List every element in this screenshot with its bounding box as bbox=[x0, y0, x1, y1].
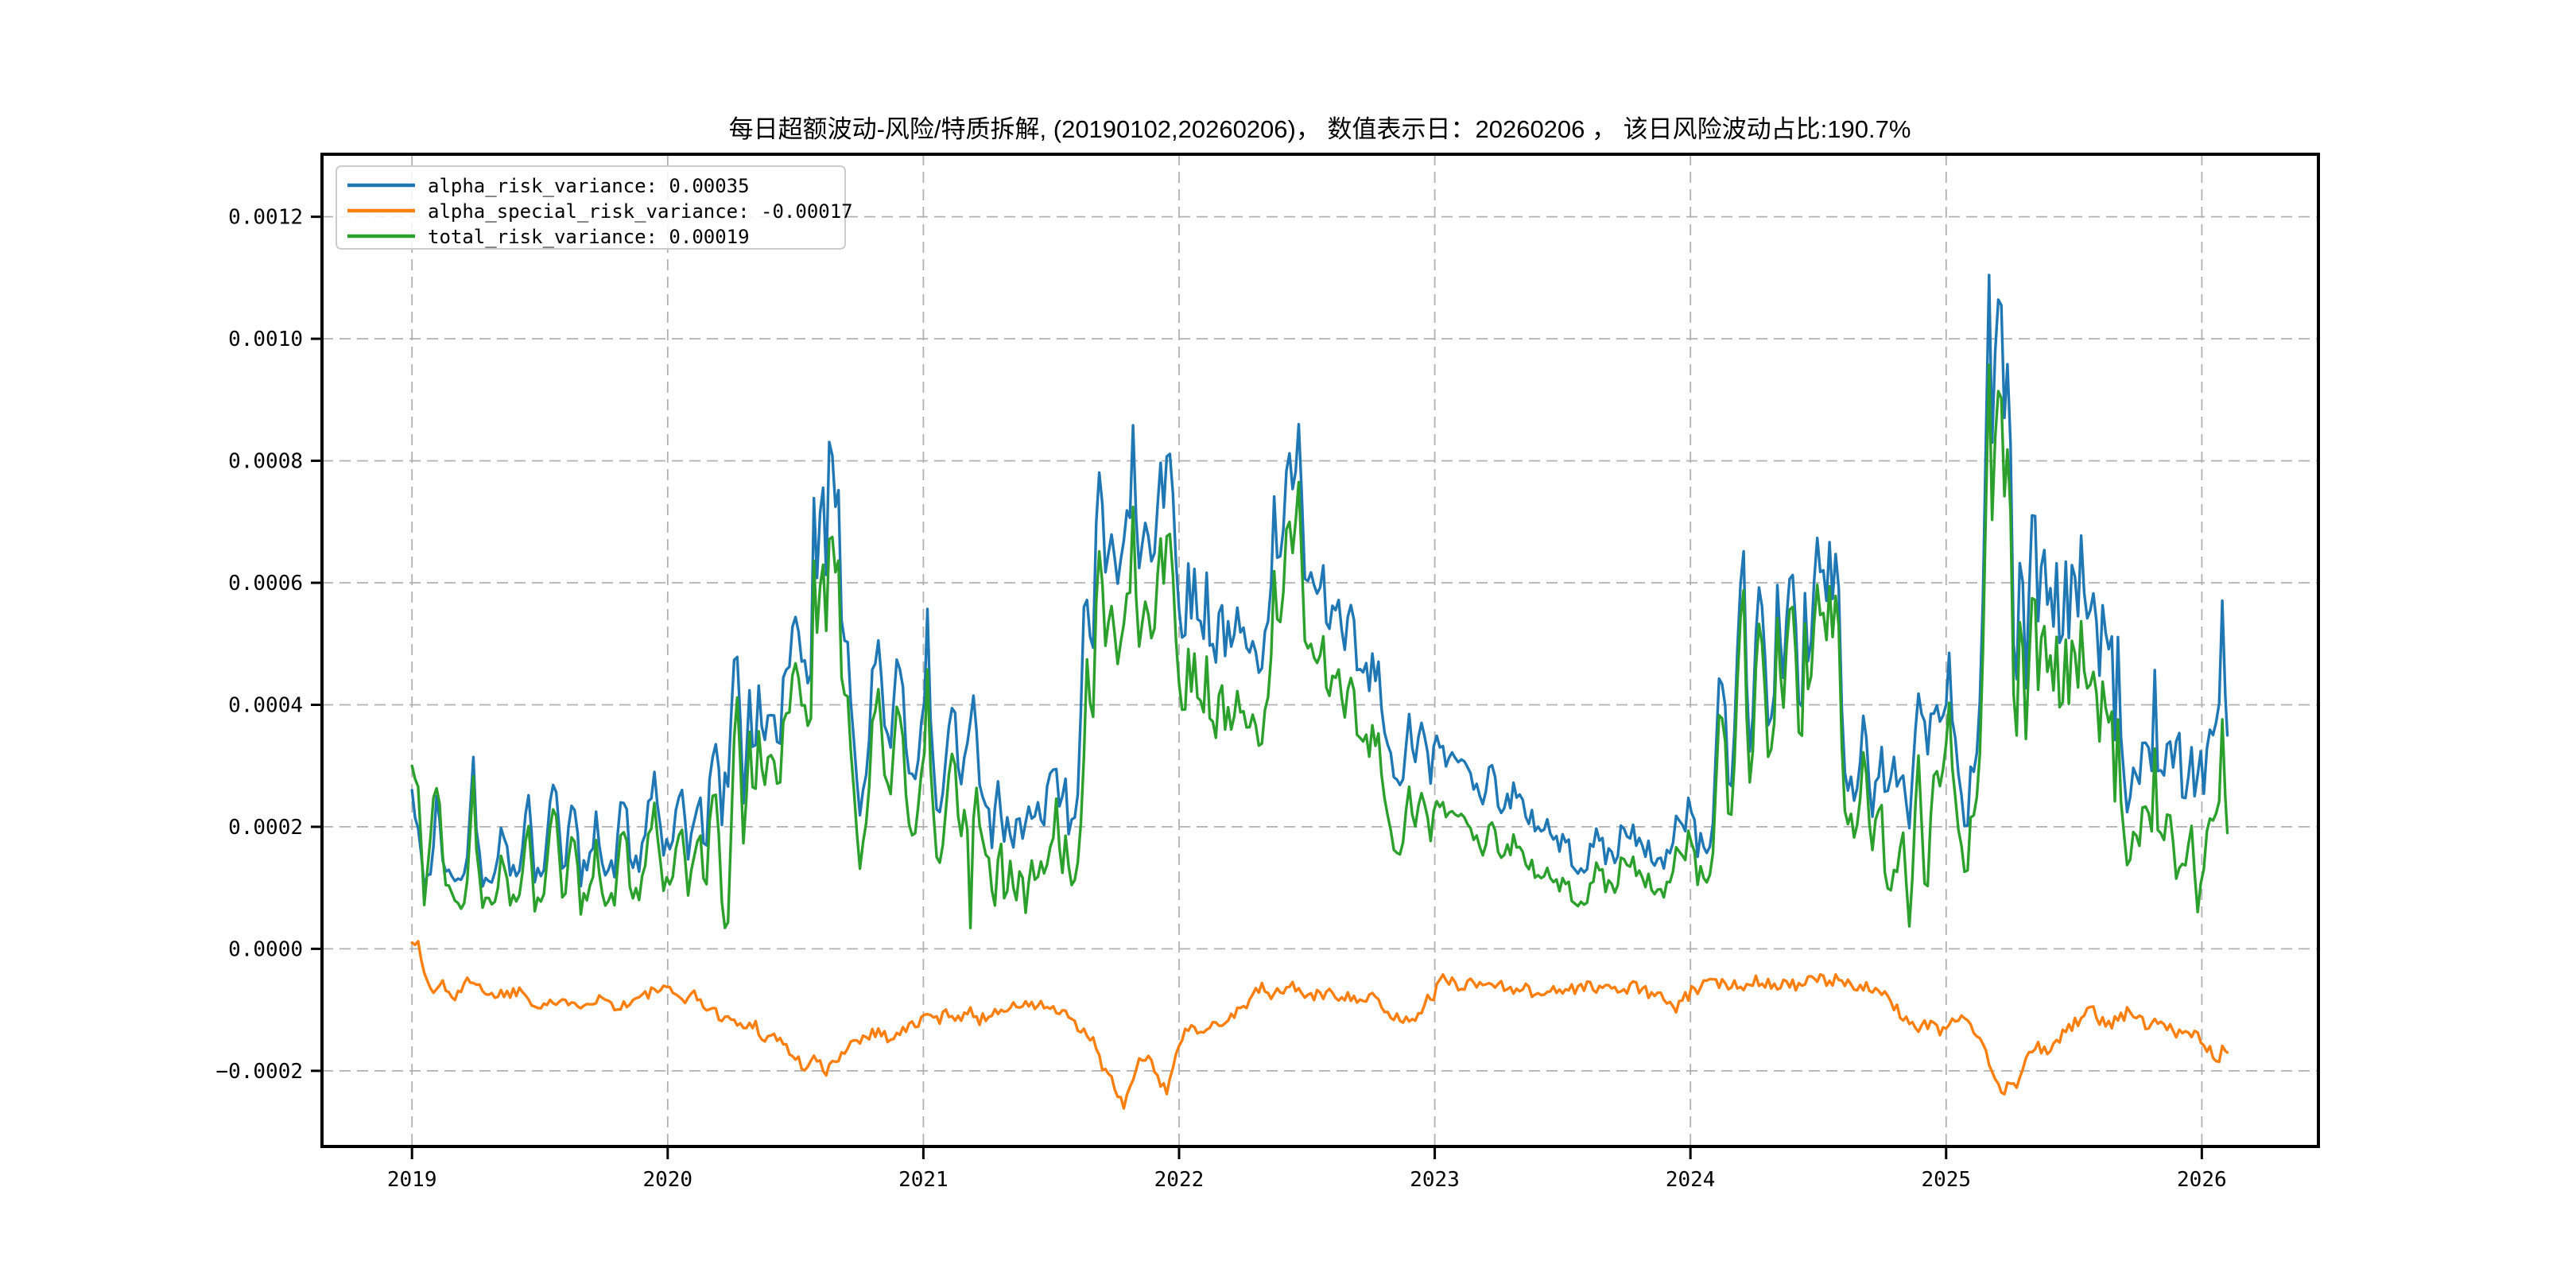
x-tick-label: 2019 bbox=[387, 1168, 437, 1192]
legend: alpha_risk_variance: 0.00035 alpha_specia… bbox=[336, 166, 853, 249]
y-tick-label: −0.0002 bbox=[215, 1060, 303, 1084]
y-tick-label: 0.0010 bbox=[228, 328, 303, 351]
x-tick-label: 2025 bbox=[1921, 1168, 1971, 1192]
y-tick-label: 0.0006 bbox=[228, 572, 303, 596]
y-tick-label: 0.0008 bbox=[228, 450, 303, 474]
y-tick-label: 0.0012 bbox=[228, 206, 303, 230]
y-tick-label: 0.0004 bbox=[228, 693, 303, 717]
x-tick-label: 2026 bbox=[2177, 1168, 2227, 1192]
figure: 0.0012 0.0010 0.0008 0.0006 0.0004 0.0002 0.00… bbox=[0, 0, 2576, 1288]
x-tick-label: 2021 bbox=[898, 1168, 949, 1192]
axis-ticks bbox=[311, 217, 2202, 1159]
axis-tick-labels: 0.0012 0.0010 0.0008 0.0006 0.0004 0.0002 0.00… bbox=[215, 206, 2226, 1192]
series-lines bbox=[412, 275, 2227, 1108]
y-tick-label: 0.0002 bbox=[228, 816, 303, 840]
legend-label: alpha_risk_variance: 0.00035 bbox=[428, 175, 750, 197]
y-tick-label: 0.0000 bbox=[228, 937, 303, 961]
legend-label: alpha_special_risk_variance: -0.00017 bbox=[428, 200, 853, 223]
x-tick-label: 2024 bbox=[1666, 1168, 1716, 1192]
chart-title: 每日超额波动-风险/特质拆解, (20190102,20260206)， 数值表… bbox=[729, 115, 1911, 143]
x-tick-label: 2022 bbox=[1154, 1168, 1205, 1192]
legend-label: total_risk_variance: 0.00019 bbox=[428, 226, 750, 248]
chart-svg: 0.0012 0.0010 0.0008 0.0006 0.0004 0.0002 0.00… bbox=[0, 0, 2576, 1288]
series-line-alpha_special_risk_variance bbox=[412, 941, 2227, 1108]
x-tick-label: 2020 bbox=[642, 1168, 692, 1192]
series-line-total_risk_variance bbox=[412, 365, 2227, 928]
x-tick-label: 2023 bbox=[1410, 1168, 1460, 1192]
